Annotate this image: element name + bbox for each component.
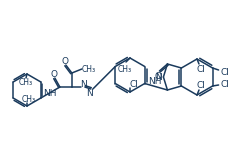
Text: CH₃: CH₃ xyxy=(22,95,36,103)
Text: Cl: Cl xyxy=(196,81,205,89)
Text: Cl: Cl xyxy=(196,65,205,73)
Text: N: N xyxy=(155,73,162,81)
Text: CH₃: CH₃ xyxy=(118,65,132,73)
Text: O: O xyxy=(50,69,57,79)
Text: N: N xyxy=(86,89,93,97)
Text: N: N xyxy=(80,79,87,89)
Text: Cl: Cl xyxy=(220,67,229,77)
Text: NH: NH xyxy=(148,77,162,86)
Text: CH₃: CH₃ xyxy=(19,77,33,87)
Text: Cl: Cl xyxy=(220,79,229,89)
Text: CH₃: CH₃ xyxy=(82,65,96,73)
Text: O: O xyxy=(155,71,162,81)
Text: Cl: Cl xyxy=(130,79,138,89)
Text: NH: NH xyxy=(43,89,57,97)
Text: O: O xyxy=(61,57,68,65)
